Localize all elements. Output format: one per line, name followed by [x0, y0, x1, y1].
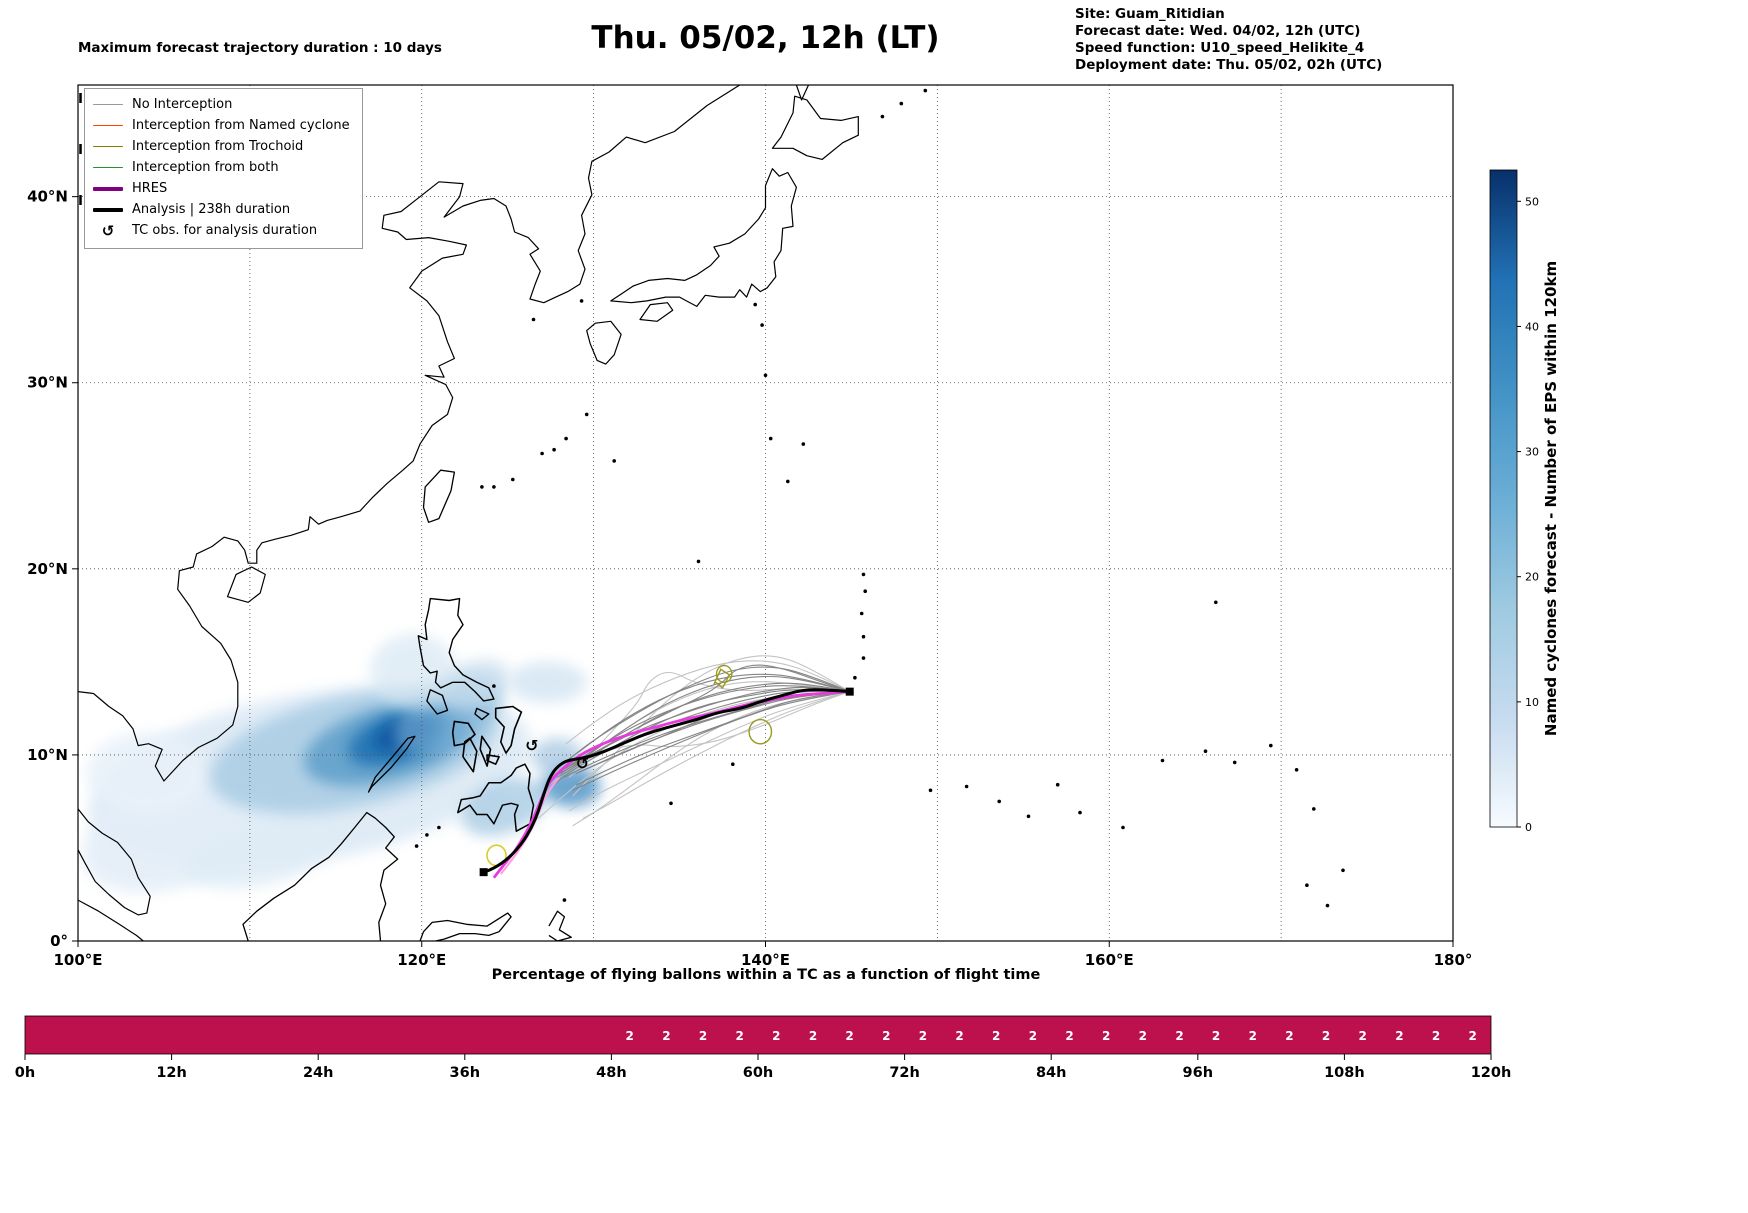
- bar-value-label: 2: [1432, 1029, 1440, 1043]
- tc-percentage-bar: [24, 1015, 1492, 1055]
- legend-line-swatch: [93, 124, 123, 127]
- bar-value-label: 2: [1065, 1029, 1073, 1043]
- bar-value-label: 2: [1139, 1029, 1147, 1043]
- time-axis-label: 24h: [303, 1065, 334, 1081]
- colorbar-tick-label: 20: [1525, 571, 1539, 584]
- time-axis-label: 36h: [450, 1065, 481, 1081]
- time-axis-label: 72h: [889, 1065, 920, 1081]
- track-endpoint-marker: [479, 868, 488, 877]
- colorbar-tick-label: 30: [1525, 446, 1539, 459]
- map-legend: No Interception Interception from Named c…: [84, 88, 363, 249]
- trochoid-interception-circle: [715, 664, 733, 684]
- analysis-track: [483, 688, 850, 874]
- legend-entry: Interception from Trochoid: [93, 136, 350, 157]
- trochoid-track: [713, 668, 731, 689]
- latitude-tick-label: 10°N: [27, 746, 68, 764]
- time-axis-label: 108h: [1324, 1065, 1365, 1081]
- track-endpoint-marker: [845, 687, 854, 696]
- colorbar-tick-label: 50: [1525, 195, 1539, 208]
- tc-obs-symbol: ↺: [525, 736, 538, 755]
- legend-line-swatch: [93, 103, 123, 106]
- latitude-tick-label: 0°: [50, 932, 68, 950]
- time-axis-label: 0h: [15, 1065, 35, 1081]
- colorbar-tick-label: 40: [1525, 320, 1539, 333]
- legend-line-swatch: [93, 207, 123, 212]
- legend-entry: ↺ TC obs. for analysis duration: [93, 220, 350, 241]
- trochoid-interception-circle: [748, 718, 773, 745]
- bar-value-label: 2: [1395, 1029, 1403, 1043]
- coastlines-layer: [78, 85, 1345, 941]
- bar-value-label: 2: [809, 1029, 817, 1043]
- time-axis-label: 96h: [1183, 1065, 1214, 1081]
- bar-value-label: 2: [1322, 1029, 1330, 1043]
- forecast-date-line: Forecast date: Wed. 04/02, 12h (UTC): [1075, 23, 1361, 39]
- bar-value-label: 2: [1249, 1029, 1257, 1043]
- legend-label: No Interception: [132, 97, 233, 112]
- bar-value-label: 2: [1285, 1029, 1293, 1043]
- colorbar: [1489, 169, 1518, 828]
- bar-value-label: 2: [992, 1029, 1000, 1043]
- speed-function-line: Speed function: U10_speed_Helikite_4: [1075, 40, 1365, 56]
- tc-obs-legend-symbol: ↺: [101, 221, 115, 240]
- longitude-tick-label: 160°E: [1085, 951, 1134, 969]
- deployment-date-line: Deployment date: Thu. 05/02, 02h (UTC): [1075, 57, 1383, 73]
- legend-entry: Analysis | 238h duration: [93, 199, 350, 220]
- bar-value-label: 2: [699, 1029, 707, 1043]
- bottom-chart-title: Percentage of flying ballons within a TC…: [492, 967, 1041, 983]
- legend-entry: Interception from Named cyclone: [93, 115, 350, 136]
- bar-value-label: 2: [1175, 1029, 1183, 1043]
- latitude-tick-label: 20°N: [27, 560, 68, 578]
- bar-value-label: 2: [662, 1029, 670, 1043]
- bar-value-label: 2: [919, 1029, 927, 1043]
- time-axis-label: 60h: [743, 1065, 774, 1081]
- longitude-tick-label: 120°E: [397, 951, 446, 969]
- bar-value-label: 2: [1469, 1029, 1477, 1043]
- ensemble-trajectories: [538, 655, 851, 827]
- map-layers: ↺↺: [78, 85, 1453, 941]
- legend-label: Analysis | 238h duration: [132, 202, 291, 217]
- site-info: Site: Guam_Ritidian Forecast date: Wed. …: [1075, 6, 1382, 74]
- bar-value-label: 2: [626, 1029, 634, 1043]
- colorbar-label: Named cyclones forecast - Number of EPS …: [1542, 261, 1560, 736]
- bar-value-label: 2: [1359, 1029, 1367, 1043]
- longitude-tick-label: 140°E: [741, 951, 790, 969]
- page-title: Thu. 05/02, 12h (LT): [591, 20, 940, 56]
- longitude-tick-label: 180°: [1434, 951, 1473, 969]
- colorbar-tick-label: 0: [1525, 821, 1532, 834]
- legend-entry: HRES: [93, 178, 350, 199]
- legend-entry: Interception from both: [93, 157, 350, 178]
- legend-line-swatch: [93, 145, 123, 148]
- bar-value-label: 2: [1212, 1029, 1220, 1043]
- latitude-tick-label: 40°N: [27, 188, 68, 206]
- bar-value-label: 2: [1029, 1029, 1037, 1043]
- legend-label: HRES: [132, 181, 168, 196]
- bar-value-label: 2: [845, 1029, 853, 1043]
- legend-line-swatch: [93, 166, 123, 169]
- legend-label: Interception from Named cyclone: [132, 118, 350, 133]
- bar-value-label: 2: [955, 1029, 963, 1043]
- tc-obs-symbol: ↺: [576, 754, 589, 773]
- bar-value-label: 2: [1102, 1029, 1110, 1043]
- bar-value-label: 2: [772, 1029, 780, 1043]
- longitude-tick-label: 100°E: [53, 951, 102, 969]
- bar-value-label: 2: [882, 1029, 890, 1043]
- time-axis-label: 120h: [1471, 1065, 1512, 1081]
- legend-label: Interception from both: [132, 160, 279, 175]
- graticule: [78, 85, 1453, 941]
- colorbar-tick-label: 10: [1525, 696, 1539, 709]
- site-line: Site: Guam_Ritidian: [1075, 6, 1225, 22]
- legend-line-swatch: [93, 186, 123, 191]
- time-axis-label: 48h: [596, 1065, 627, 1081]
- time-axis-label: 84h: [1036, 1065, 1067, 1081]
- legend-label: TC obs. for analysis duration: [132, 223, 318, 238]
- legend-label: Interception from Trochoid: [132, 139, 304, 154]
- legend-entry: No Interception: [93, 94, 350, 115]
- bar-value-label: 2: [736, 1029, 744, 1043]
- time-axis-label: 12h: [156, 1065, 187, 1081]
- param-line-duration: Maximum forecast trajectory duration : 1…: [78, 40, 442, 56]
- latitude-tick-label: 30°N: [27, 374, 68, 392]
